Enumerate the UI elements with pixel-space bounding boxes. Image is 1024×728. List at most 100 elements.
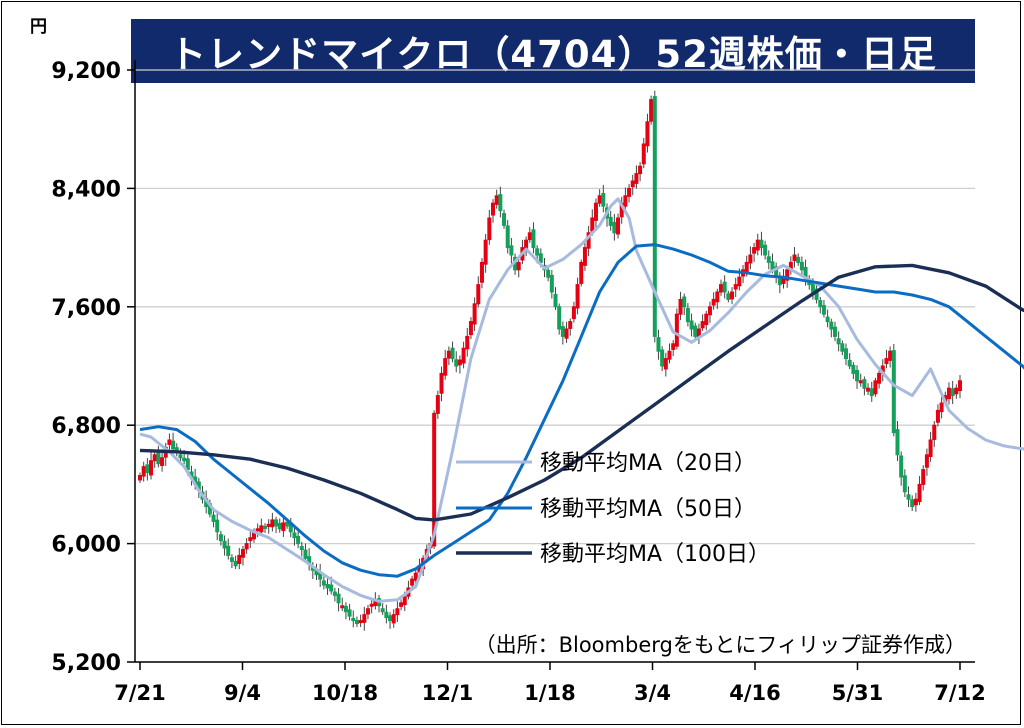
candle-body [663,358,668,370]
candle-body [667,350,672,360]
candle-body [564,328,569,339]
candle-body [685,308,690,323]
candle-body [796,256,801,263]
candle-body [884,358,889,365]
candle-body [913,498,918,506]
candle-body [682,296,687,308]
candle-body [612,221,617,234]
legend-label: 移動平均MA（50日） [540,497,756,522]
candle-body [660,349,665,367]
candle-body [726,293,731,300]
candle-body [299,546,304,551]
candle-body [700,321,705,329]
candle-body [149,460,154,476]
candle-body [395,608,400,616]
candle-body [465,335,470,350]
candle-body [674,313,679,347]
candle-body [579,261,584,284]
candle-body [399,602,404,607]
candle-body [777,277,782,286]
candle-body [877,372,882,384]
candle-body [560,326,565,337]
candle-body [461,347,466,364]
candle-body [259,525,264,533]
candle-body [281,522,286,532]
candle-body [649,99,654,122]
candle-body [737,276,742,287]
y-tick-label: 6,800 [51,414,121,439]
candle-body [792,254,797,262]
candle-body [538,253,543,263]
candle-body [924,454,929,468]
candle-body [285,521,290,527]
candle-body [829,321,834,330]
candle-body [840,343,845,352]
candle-body [178,454,183,459]
candle-body [443,358,448,376]
candle-body [866,387,871,392]
candle-body [336,593,341,604]
candle-body [432,412,437,547]
candle-body [910,499,915,508]
candle-body [182,457,187,462]
x-tick-label: 5/31 [832,681,884,705]
candle-body [616,217,621,235]
candle-body [722,281,727,293]
candle-body [825,316,830,323]
candle-body [582,247,587,266]
candle-body [402,596,407,606]
candle-body [939,402,944,413]
candle-body [656,337,661,352]
candle-body [332,591,337,596]
candle-body [380,608,385,613]
candle-body [593,202,598,221]
candle-body [935,409,940,423]
candle-body [630,180,635,188]
candle-body [263,525,268,529]
candle-body [906,494,911,500]
candle-body [553,293,558,308]
candle-body [711,298,716,306]
candle-body [354,620,359,625]
candle-body [744,261,749,274]
candle-body [329,584,334,592]
candle-body [222,540,227,549]
candle-body [704,313,709,326]
candle-body [215,519,220,533]
candle-body [818,300,823,308]
candle-body [546,269,551,278]
candle-body [733,284,738,290]
candle-body [671,343,676,350]
candle-body [491,202,496,216]
y-tick-label: 5,200 [51,651,121,676]
candle-body [946,387,951,400]
candle-body [347,609,352,617]
candle-body [873,380,878,395]
candle-body [413,572,418,581]
x-tick-label: 7/12 [934,681,986,705]
candle-body [167,439,172,445]
candle-body [932,424,937,440]
candle-body [954,387,959,395]
candle-body [693,325,698,337]
candle-body [689,320,694,330]
y-tick-label: 6,000 [51,533,121,558]
candle-body [303,549,308,559]
candle-body [627,187,632,197]
candle-body [638,165,643,175]
candle-body [899,455,904,478]
x-tick-label: 3/4 [634,681,671,705]
candle-body [229,557,234,562]
candle-body [292,532,297,539]
candle-body [391,614,396,624]
candle-body [575,284,580,309]
candle-body [171,440,176,450]
candle-body [505,225,510,249]
candle-body [832,326,837,337]
candle-body [535,248,540,256]
candle-body [233,560,238,567]
candle-body [237,554,242,564]
candle-body [152,454,157,462]
candle-body [321,580,326,586]
candle-body [450,347,455,360]
